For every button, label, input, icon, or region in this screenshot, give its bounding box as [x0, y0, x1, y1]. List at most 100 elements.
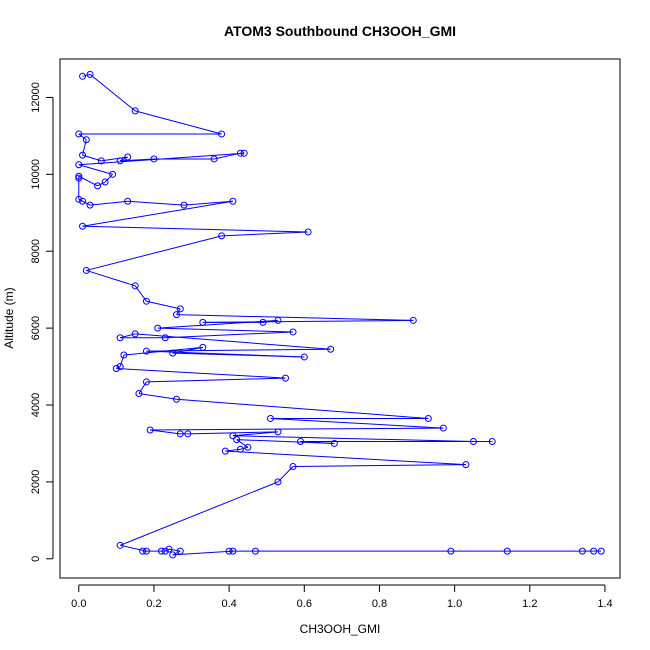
data-point	[142, 378, 150, 386]
y-tick-label: 8000	[30, 239, 42, 263]
y-tick-label: 12000	[30, 82, 42, 113]
data-point	[229, 432, 237, 440]
data-point	[131, 330, 139, 338]
series-segment	[157, 319, 279, 329]
data-point	[462, 461, 470, 469]
chart-title: ATOM3 Southbound CH3OOH_GMI	[224, 23, 456, 39]
data-point	[142, 347, 150, 355]
series-segment	[293, 464, 466, 468]
data-point	[116, 334, 124, 342]
series-segment	[270, 417, 444, 429]
data-point	[590, 547, 598, 555]
data-point	[75, 161, 83, 169]
data-point	[304, 228, 312, 236]
data-point	[327, 345, 335, 353]
series-segment	[97, 181, 106, 187]
series-lines	[78, 73, 602, 556]
series-segment	[135, 333, 331, 350]
data-point	[176, 547, 184, 555]
data-point	[199, 318, 207, 326]
series-segment	[86, 269, 136, 287]
data-point	[101, 178, 109, 186]
data-point	[142, 547, 150, 555]
series-segment	[236, 439, 249, 448]
series-segment	[150, 427, 444, 431]
series-segment	[119, 156, 128, 162]
data-point	[150, 155, 158, 163]
data-point	[169, 349, 177, 357]
series-segment	[116, 367, 286, 379]
series-segment	[146, 348, 331, 352]
data-point	[282, 374, 290, 382]
data-point	[116, 541, 124, 549]
data-point	[124, 153, 132, 161]
series-segment	[172, 352, 305, 358]
data-point	[86, 201, 94, 209]
series-segment	[127, 200, 185, 206]
series-segment	[90, 200, 128, 206]
data-point	[82, 266, 90, 274]
data-point	[124, 197, 132, 205]
data-point	[221, 447, 229, 455]
data-point	[79, 197, 87, 205]
x-tick-label: 0.8	[372, 598, 387, 610]
y-tick-label: 2000	[30, 470, 42, 494]
data-point	[409, 316, 417, 324]
x-tick-label: 1.0	[447, 598, 462, 610]
data-point	[240, 149, 248, 157]
data-point	[236, 149, 244, 157]
series-segment	[172, 550, 181, 556]
series-segment	[82, 200, 91, 206]
x-tick-label: 0.6	[297, 598, 312, 610]
series-segment	[183, 200, 233, 206]
data-point	[244, 443, 252, 451]
data-point	[131, 282, 139, 290]
series-segment	[78, 164, 113, 175]
series-segment	[78, 198, 83, 202]
series-segment	[86, 235, 222, 271]
data-point	[94, 182, 102, 190]
x-tick-label: 1.2	[522, 598, 537, 610]
series-segment	[232, 435, 474, 443]
data-point	[447, 547, 455, 555]
data-point	[86, 70, 94, 78]
data-point	[157, 547, 165, 555]
series-segment	[138, 381, 147, 394]
x-axis: 0.0 0.2 0.4 0.6 0.8 1.0 1.2 1.4	[71, 584, 613, 610]
series-segment	[138, 392, 177, 400]
data-point	[289, 328, 297, 336]
y-axis: 0 2000 4000 6000 8000 10000 12000	[30, 82, 54, 562]
series-segment	[82, 200, 233, 227]
series-segment	[277, 466, 294, 483]
data-point	[112, 364, 120, 372]
data-point	[488, 438, 496, 446]
data-point	[259, 318, 267, 326]
data-point	[503, 547, 511, 555]
series-segment	[150, 429, 181, 435]
data-point	[79, 72, 87, 80]
data-point	[199, 343, 207, 351]
x-tick-label: 0.0	[71, 598, 86, 610]
series-segment	[240, 446, 249, 450]
series-segment	[221, 231, 309, 237]
series-segment	[165, 331, 294, 339]
data-point	[225, 547, 233, 555]
data-point	[184, 430, 192, 438]
data-point	[75, 172, 83, 180]
series-segment	[78, 152, 245, 166]
data-point	[79, 151, 87, 159]
data-point	[330, 439, 338, 447]
data-point	[274, 428, 282, 436]
data-point	[176, 305, 184, 313]
data-point	[439, 424, 447, 432]
data-point	[236, 445, 244, 453]
data-point	[274, 478, 282, 486]
data-point	[300, 353, 308, 361]
data-point	[469, 438, 477, 446]
data-point	[142, 297, 150, 305]
series-segment	[146, 377, 286, 383]
series-segment	[89, 73, 136, 112]
series-points	[75, 70, 605, 559]
data-point	[251, 547, 259, 555]
